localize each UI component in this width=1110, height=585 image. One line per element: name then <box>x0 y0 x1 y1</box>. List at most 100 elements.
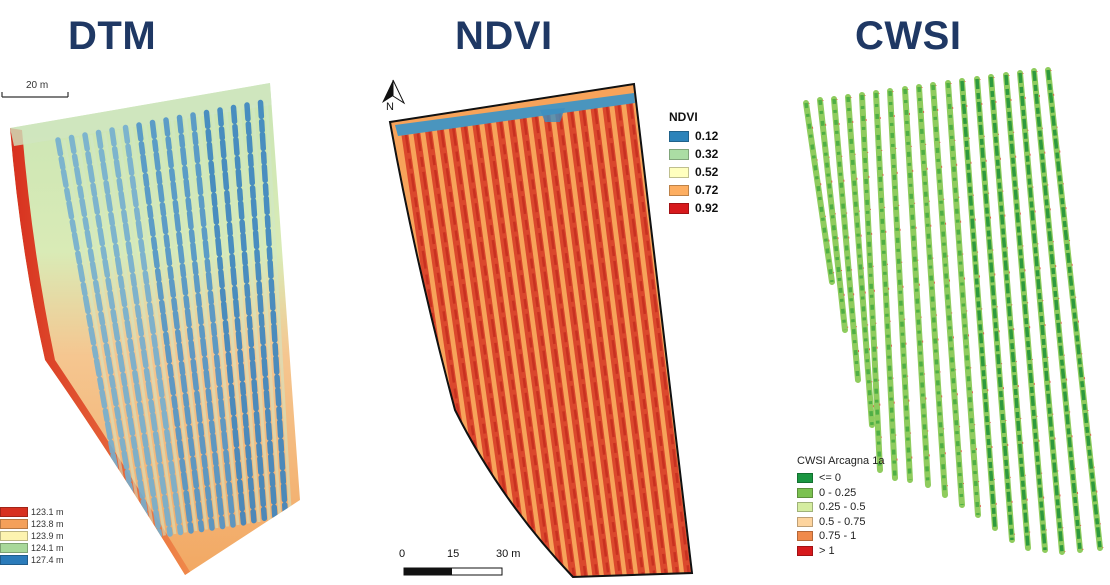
cwsi-crop-row-core <box>832 98 860 381</box>
dtm-crop-row <box>136 122 194 534</box>
ndvi-legend-swatch <box>669 130 689 142</box>
dtm-crop-rows <box>55 99 292 543</box>
dtm-row-halo <box>211 112 250 524</box>
cwsi-legend-swatch <box>797 545 813 556</box>
ndvi-crop-row-core <box>581 107 645 577</box>
cwsi-crop-row-core <box>960 80 997 529</box>
north-label: N <box>386 101 394 113</box>
dtm-row-halo <box>130 127 187 533</box>
dtm-legend-swatch <box>0 531 28 541</box>
dtm-legend-swatch <box>0 555 28 565</box>
ndvi-crop-row <box>519 116 589 577</box>
ndvi-crop-row-core <box>558 111 622 577</box>
dtm-row-halo <box>89 134 156 538</box>
ndvi-legend-title: NDVI <box>669 110 698 124</box>
ndvi-legend-label: 0.12 <box>695 129 719 143</box>
dtm-row-halo <box>184 117 229 527</box>
cwsi-legend-swatch <box>797 487 813 498</box>
dtm-crop-row <box>203 109 247 527</box>
ndvi-legend-swatch <box>669 148 689 160</box>
dtm-row-halo <box>76 137 145 539</box>
dtm-row-halo <box>197 114 240 526</box>
cwsi-crop-rows <box>803 67 1104 555</box>
dtm-crop-row <box>82 132 152 540</box>
ndvi-crop-row <box>495 120 566 577</box>
ndvi-crop-row-core <box>475 124 542 577</box>
cwsi-crop-row-core <box>888 90 912 481</box>
cwsi-crop-row <box>859 92 883 473</box>
cwsi-title: CWSI <box>855 14 962 58</box>
cwsi-legend-swatch <box>797 502 813 512</box>
dtm-row-halo <box>116 129 177 535</box>
cwsi-legend-label: > 1 <box>819 544 835 557</box>
dtm-crop-row <box>230 104 268 524</box>
cwsi-legend-item: > 1 <box>797 545 835 557</box>
dtm-legend-label: 123.1 m <box>31 507 64 517</box>
ndvi-crop-row <box>507 118 577 577</box>
cwsi-legend-item: <= 0 <box>797 472 841 484</box>
ndvi-scalebar <box>403 567 503 576</box>
cwsi-crop-row-core <box>946 82 980 516</box>
dtm-row-halo <box>251 104 282 520</box>
dtm-row-halo <box>143 124 198 532</box>
ndvi-legend-label: 0.92 <box>695 201 719 215</box>
ndvi-headland-strip <box>395 93 635 136</box>
dtm-legend-item: 123.8 m <box>0 519 64 529</box>
dtm-row-halo <box>224 109 261 523</box>
dtm-crop-row <box>122 124 184 536</box>
ndvi-legend-label: 0.32 <box>695 147 719 161</box>
cwsi-legend-item: 0.25 - 0.5 <box>797 501 865 513</box>
dtm-legend-label: 123.9 m <box>31 531 64 541</box>
dtm-crop-row <box>163 117 215 531</box>
dtm-row-halo <box>157 122 208 530</box>
ndvi-crop-row-core <box>628 100 691 577</box>
ndvi-legend-label: 0.72 <box>695 183 719 197</box>
ndvi-crop-row-core <box>593 106 657 577</box>
cwsi-legend-label: 0.25 - 0.5 <box>819 501 866 513</box>
cwsi-crop-row-core <box>975 78 1014 541</box>
ndvi-title: NDVI <box>455 14 553 58</box>
ndvi-legend-swatch <box>669 166 689 178</box>
cwsi-legend-label: 0 - 0.25 <box>819 486 857 499</box>
dtm-crop-row <box>190 112 236 528</box>
dtm-scalebar <box>1 92 69 98</box>
ndvi-scale-t2: 30 m <box>496 548 521 560</box>
ndvi-crop-row-core <box>617 102 680 577</box>
cwsi-crop-row-core <box>818 99 847 331</box>
dtm-crop-row <box>68 134 142 542</box>
cwsi-crop-row-core <box>1004 74 1047 551</box>
dtm-legend-swatch <box>0 519 28 529</box>
dtm-crop-row <box>244 102 278 522</box>
cwsi-legend-label: 0.75 - 1 <box>819 530 857 542</box>
cwsi-legend-item: 0.5 - 0.75 <box>797 516 865 528</box>
dtm-legend-swatch <box>0 507 28 517</box>
dtm-legend-item: 127.4 m <box>0 555 64 565</box>
dtm-crop-row <box>176 114 226 530</box>
dtm-legend-item: 123.9 m <box>0 531 64 541</box>
ndvi-legend-label: 0.52 <box>695 165 719 179</box>
dtm-legend-item: 123.1 m <box>0 507 64 517</box>
cwsi-legend-label: <= 0 <box>819 472 842 484</box>
ndvi-crop-row-core <box>605 104 668 577</box>
ndvi-legend-item: 0.32 <box>669 147 718 161</box>
dtm-legend-label: 124.1 m <box>31 543 64 553</box>
cwsi-legend-item: 0.75 - 1 <box>797 530 856 542</box>
ndvi-crop-row-core <box>569 109 634 577</box>
dtm-row-halo <box>265 102 292 518</box>
cwsi-legend-swatch <box>797 473 813 483</box>
cwsi-legend-item: 0 - 0.25 <box>797 487 856 499</box>
ndvi-field-boundary <box>388 82 694 579</box>
dtm-crop-row <box>257 99 289 521</box>
ndvi-crop-rows <box>401 100 692 577</box>
cwsi-legend-title: CWSI Arcagna 1a <box>797 455 885 467</box>
dtm-crop-row <box>149 119 205 533</box>
ndvi-legend-item: 0.72 <box>669 183 718 197</box>
ndvi-legend-swatch <box>669 202 689 214</box>
cwsi-crop-row-core <box>1046 69 1102 549</box>
cwsi-crop-row-core <box>846 96 874 426</box>
dtm-crop-row <box>217 107 257 525</box>
cwsi-legend-swatch <box>797 531 813 541</box>
ndvi-legend-item: 0.92 <box>669 201 718 215</box>
